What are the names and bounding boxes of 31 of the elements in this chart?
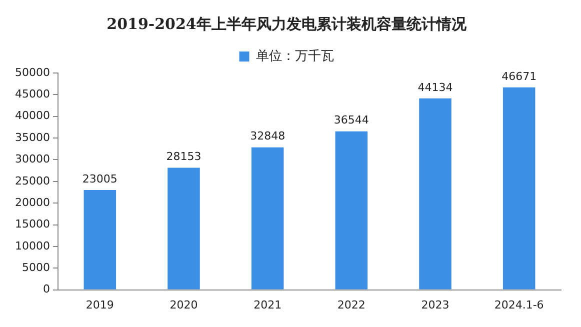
y-tick-label: 20000 [14, 196, 50, 209]
y-tick-label: 50000 [14, 66, 50, 79]
data-label: 28153 [166, 150, 202, 164]
chart-title: 2019-2024年上半年风力发电累计装机容量统计情况 [106, 14, 468, 33]
y-tick-label: 30000 [14, 152, 50, 166]
bar [502, 87, 536, 290]
y-tick-label: 40000 [14, 109, 50, 122]
y-tick-label: 45000 [14, 88, 50, 101]
x-tick-label: 2023 [421, 298, 450, 312]
data-label: 23005 [82, 172, 118, 186]
x-tick-label: 2022 [337, 298, 366, 312]
bar [84, 190, 116, 290]
x-tick-label: 2021 [254, 298, 282, 312]
bar [168, 168, 200, 290]
bar [335, 131, 368, 290]
y-tick-label: 0 [42, 282, 50, 296]
data-label: 32848 [250, 130, 286, 143]
bar [251, 147, 284, 290]
legend-label: 单位：万千瓦 [256, 48, 334, 64]
y-tick-label: 15000 [14, 218, 50, 231]
x-tick-label: 2020 [170, 298, 198, 312]
data-label: 44134 [418, 80, 453, 94]
x-tick-label: 2019 [86, 298, 114, 312]
data-label: 36544 [334, 114, 369, 127]
y-tick-label: 25000 [14, 174, 50, 188]
x-tick-label: 2024.1-6 [494, 298, 544, 312]
data-label: 46671 [502, 70, 537, 83]
y-tick-label: 5000 [22, 260, 50, 274]
y-tick-label: 35000 [14, 130, 50, 144]
bar [419, 98, 452, 290]
y-tick-label: 10000 [14, 239, 50, 252]
